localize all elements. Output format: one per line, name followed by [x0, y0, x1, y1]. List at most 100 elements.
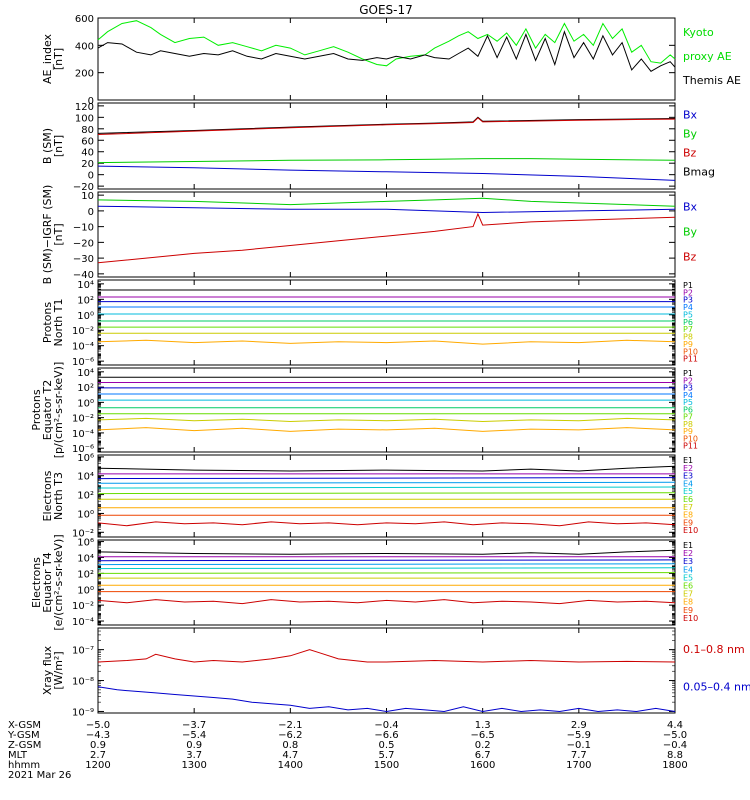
legend-entry: P6 [683, 318, 693, 327]
y-axis-label: B (SM)−IGRF (SM)[nT] [41, 185, 65, 285]
y-tick-label: 10⁻⁹ [72, 707, 94, 718]
x-tick-value: −6.2 [278, 730, 302, 741]
y-tick-label: 0 [88, 207, 94, 218]
legend-entry: P1 [683, 281, 693, 290]
x-tick-value: 2.9 [571, 720, 587, 731]
legend-entry: E5 [683, 487, 693, 496]
legend-entry: proxy AE [683, 50, 732, 63]
legend-entry: E2 [683, 464, 693, 473]
x-tick-value: 1.3 [475, 720, 491, 731]
y-tick-label: 10⁻⁴ [72, 429, 94, 440]
legend-entry: P3 [683, 296, 693, 305]
legend-entry: P6 [683, 405, 693, 414]
x-tick-value: 0.9 [90, 740, 106, 751]
legend-entry: P4 [683, 391, 693, 400]
series-line-6 [97, 572, 676, 574]
x-row-label: X-GSM [8, 720, 41, 731]
legend-entry: E3 [683, 472, 693, 481]
series-line-4 [97, 481, 676, 484]
x-tick-value: −6.5 [471, 730, 495, 741]
series-line-1 [97, 116, 676, 134]
legend-entry: P4 [683, 303, 693, 312]
legend-entry: E5 [683, 573, 693, 582]
x-tick-value: 0.5 [379, 740, 395, 751]
legend-entry: P8 [683, 420, 693, 429]
y-tick-label: 10² [77, 569, 94, 580]
x-tick-value: −5.0 [663, 730, 687, 741]
legend-entry: P5 [683, 398, 693, 407]
y-tick-label: 10⁻⁴ [72, 342, 94, 353]
legend-entry: P5 [683, 310, 693, 319]
x-tick-value: −0.1 [567, 740, 591, 751]
series-line-3 [97, 212, 676, 264]
y-tick-label: 10² [77, 383, 94, 394]
x-tick-value: 1600 [470, 760, 495, 771]
y-axis-label: B (SM)[nT] [41, 128, 65, 164]
x-tick-value: 1400 [278, 760, 303, 771]
series-line-1 [97, 20, 676, 67]
y-tick-label: −20 [73, 238, 94, 249]
legend-entry: E7 [683, 590, 693, 599]
x-tick-value: −5.0 [86, 720, 110, 731]
y-tick-label: 600 [75, 14, 94, 25]
y-tick-label: 10⁻² [72, 601, 94, 612]
y-tick-label: 10⁰ [77, 509, 94, 520]
x-tick-value: 6.7 [475, 750, 491, 761]
y-tick-label: 10⁻⁶ [72, 444, 94, 455]
legend-entry: P11 [683, 355, 698, 364]
panel-frame [97, 454, 676, 538]
y-tick-label: 120 [75, 102, 94, 113]
panel-8: 10⁻⁹ 10⁻⁸ 10⁻⁷ Xray flux[W/m²] 0.1–0.8 nm 0.0… [41, 627, 750, 718]
legend-entry: E4 [683, 565, 693, 574]
legend-entry: Bz [683, 251, 697, 264]
legend-entry: P2 [683, 376, 693, 385]
series-line-6 [97, 492, 676, 495]
panel-frame [97, 627, 676, 714]
x-row-label: hhmm [8, 760, 40, 771]
y-axis-label: Xray flux[W/m²] [41, 645, 65, 695]
y-tick-label: 10⁻⁴ [72, 617, 94, 628]
legend-entry: E4 [683, 479, 693, 488]
legend-entry: P1 [683, 369, 693, 378]
y-axis-label: ElectronsEquator T4[e/(cm²-s-sr-keV)] [30, 534, 65, 630]
x-row-label: Z-GSM [8, 740, 41, 751]
y-tick-label: 10⁻² [72, 326, 94, 337]
legend-entry: E10 [683, 526, 698, 535]
series-line-3 [97, 158, 676, 164]
y-axis-label: AE_index[nT] [41, 33, 65, 84]
y-tick-label: 400 [75, 41, 94, 52]
y-axis-label: ElectronsNorth T3 [41, 470, 65, 521]
page-title: GOES-17 [359, 3, 413, 17]
series-line-4 [97, 563, 676, 566]
legend-entry: E6 [683, 495, 693, 504]
x-tick-value: −5.4 [182, 730, 206, 741]
y-tick-label: 0 [88, 96, 94, 107]
y-tick-label: −40 [73, 270, 94, 281]
y-tick-label: 60 [81, 136, 94, 147]
legend-entry: Kyoto [683, 26, 714, 39]
y-tick-label: 0 [88, 171, 94, 182]
x-tick-value: 1300 [181, 760, 206, 771]
legend-entry: E2 [683, 549, 693, 558]
y-tick-label: 10⁰ [77, 585, 94, 596]
x-row-label: Y-GSM [7, 730, 40, 741]
y-tick-label: 10⁰ [77, 398, 94, 409]
y-tick-label: 40 [81, 148, 94, 159]
panel-4: 10⁻⁶ 10⁻⁴ 10⁻² 10⁰ 10² 10⁴ ProtonsNorth T1 P1P2… [41, 279, 698, 368]
legend-entry: 0.1–0.8 nm [683, 643, 745, 656]
legend-entry: E3 [683, 557, 693, 566]
series-line-1 [97, 649, 676, 663]
x-tick-value: 0.8 [282, 740, 298, 751]
x-tick-value: 4.7 [282, 750, 298, 761]
x-tick-value: 7.7 [571, 750, 587, 761]
x-tick-value: 4.4 [667, 720, 683, 731]
x-tick-value: 1200 [85, 760, 110, 771]
legend-entry: Bx [683, 109, 698, 122]
y-tick-label: 10⁶ [77, 538, 94, 549]
y-tick-label: 10⁴ [77, 280, 94, 291]
x-tick-value: 8.8 [667, 750, 683, 761]
x-axis-table: X-GSM −5.0 −3.7 −2.1 −0.4 1.3 2.9 4.4Y-GSM −4.3−… [7, 720, 688, 781]
